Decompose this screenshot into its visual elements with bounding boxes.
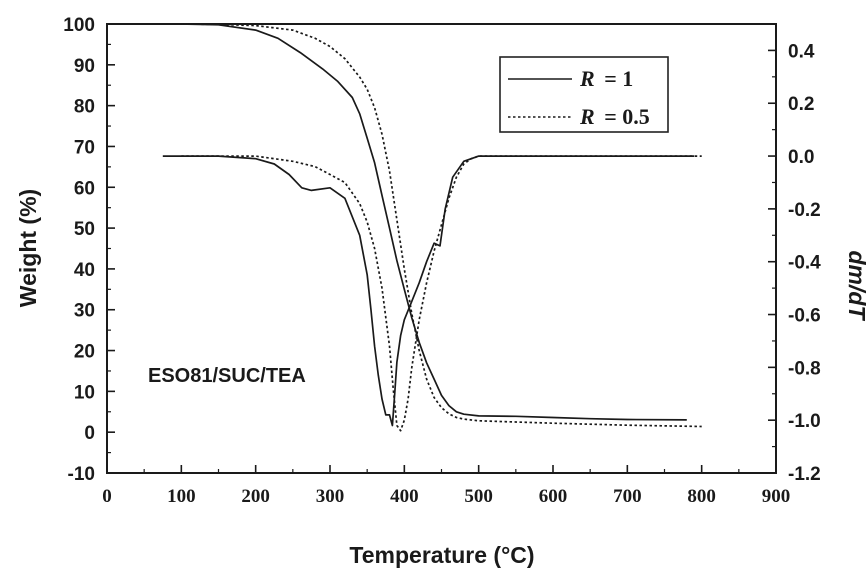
- legend-label-1: R = 1: [579, 66, 633, 91]
- plot-border: [106, 23, 777, 474]
- x-tick-label: 200: [241, 486, 270, 507]
- x-tick-label: 500: [464, 486, 493, 507]
- legend-label-2: R = 0.5: [579, 104, 650, 129]
- x-axis-title: Temperature (°C): [349, 542, 534, 568]
- y-right-tick-label: 0.2: [788, 94, 814, 115]
- x-tick-label: 900: [762, 486, 791, 507]
- x-tick-label: 300: [316, 486, 345, 507]
- y-right-axis-title: dm/dT: [844, 251, 867, 322]
- series-layer: [162, 23, 702, 432]
- y-left-tick-label: 50: [74, 219, 95, 240]
- y-left-tick-label: 100: [63, 15, 95, 36]
- y-right-tick-label: 0.4: [788, 41, 815, 62]
- plot-frame: [106, 23, 777, 474]
- legend-box: [499, 56, 669, 133]
- y-left-tick-label: 60: [74, 178, 95, 199]
- series-line-3: [162, 155, 695, 427]
- ticks-layer: 0 100 200 300 400 500 600 700 800 900 -10 0 10 20 30 40…: [63, 15, 821, 507]
- y-left-axis-title: Weight (%): [15, 189, 41, 307]
- legend: R = 1 R = 0.5: [499, 56, 669, 133]
- y-left-tick-label: 90: [74, 56, 95, 77]
- y-left-tick-label: -10: [68, 464, 95, 485]
- x-tick-label: 800: [687, 486, 716, 507]
- y-right-tick-label: -0.6: [788, 306, 821, 327]
- y-left-tick-label: 10: [74, 382, 95, 403]
- y-left-tick-label: 20: [74, 342, 95, 363]
- y-right-tick-label: -1.2: [788, 464, 821, 485]
- y-right-tick-label: -0.8: [788, 358, 821, 379]
- series-line-1: [181, 23, 687, 421]
- x-tick-label: 0: [102, 486, 112, 507]
- series-line-4: [181, 155, 702, 432]
- y-left-tick-label: 30: [74, 301, 95, 322]
- y-right-tick-label: -1.0: [788, 411, 821, 432]
- x-tick-label: 600: [539, 486, 568, 507]
- y-right-tick-label: 0.0: [788, 147, 814, 168]
- y-left-tick-label: 40: [74, 260, 95, 281]
- y-right-tick-label: -0.4: [788, 253, 821, 274]
- x-tick-label: 400: [390, 486, 419, 507]
- sample-annotation: ESO81/SUC/TEA: [148, 365, 306, 387]
- x-tick-label: 100: [167, 486, 196, 507]
- series-line-2: [181, 23, 702, 428]
- x-tick-label: 700: [613, 486, 642, 507]
- y-left-tick-label: 80: [74, 97, 95, 118]
- y-left-tick-label: 0: [84, 423, 95, 444]
- y-left-tick-label: 70: [74, 137, 95, 158]
- y-right-tick-label: -0.2: [788, 200, 821, 221]
